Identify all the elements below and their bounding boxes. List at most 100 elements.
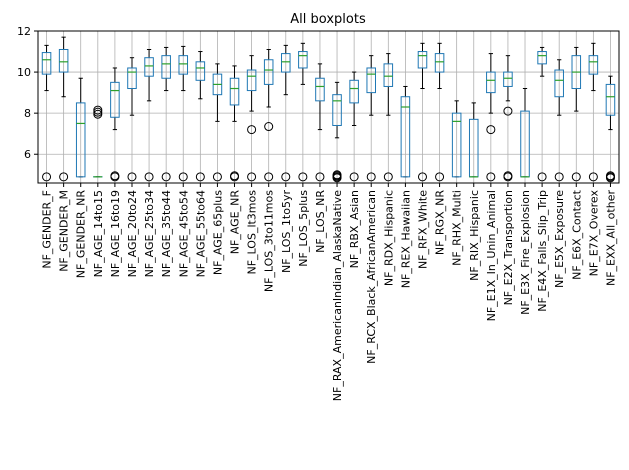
flier-22-0 <box>417 172 427 182</box>
box-33 <box>605 75 616 183</box>
box-body-20 <box>383 63 394 87</box>
box-body-21 <box>400 96 411 178</box>
x-tick-label-20: NF_RDX_Hispanic <box>382 190 395 286</box>
box-body-33 <box>605 83 616 116</box>
box-30 <box>554 59 564 182</box>
box-0 <box>41 44 52 182</box>
flier-5-0 <box>127 172 137 182</box>
flier-17-3 <box>332 170 342 180</box>
flier-3-2 <box>93 105 103 115</box>
box-body-8 <box>178 55 189 75</box>
flier-8-0 <box>178 172 188 182</box>
flier-4-1 <box>110 171 120 181</box>
box-28 <box>520 88 530 178</box>
flier-0-0 <box>42 172 52 182</box>
box-9 <box>195 51 206 182</box>
flier-13-1 <box>264 172 274 182</box>
flier-12-1 <box>247 172 257 182</box>
flier-20-0 <box>383 172 393 182</box>
boxes <box>41 36 616 183</box>
box-16 <box>315 63 325 182</box>
x-tick-label-14: NF_LOS_1to5yr <box>280 190 293 273</box>
flier-15-0 <box>298 172 308 182</box>
box-body-26 <box>486 71 496 94</box>
box-body-2 <box>75 102 86 178</box>
flier-26-0 <box>486 125 496 135</box>
y-tick-label-0: 6 <box>24 148 31 161</box>
box-body-32 <box>588 55 599 75</box>
x-tick-label-26: NF_E1X_In_Unin_Animal <box>485 190 498 321</box>
box-21 <box>400 85 411 178</box>
box-23 <box>434 42 445 182</box>
box-body-24 <box>451 112 462 178</box>
box-17 <box>332 81 342 183</box>
box-body-13 <box>263 59 274 85</box>
x-tick-label-12: NF_LOS_lt3mos <box>246 190 259 275</box>
flier-19-0 <box>366 172 376 182</box>
x-tick-label-7: NF_AGE_35to44 <box>160 190 173 277</box>
box-body-27 <box>503 71 513 87</box>
x-tick-label-23: NF_RGX_NR <box>434 190 447 255</box>
x-tick-label-1: NF_GENDER_M <box>58 190 71 272</box>
flier-30-0 <box>554 172 564 182</box>
box-body-11 <box>229 77 240 106</box>
y-tick-label-1: 8 <box>24 107 31 120</box>
flier-10-0 <box>212 172 222 182</box>
chart-title: All boxplots <box>290 12 366 27</box>
flier-11-1 <box>230 171 240 181</box>
flier-6-0 <box>144 172 154 182</box>
x-tick-label-17: NF_RAX_AmericanIndian_AlaskaNative <box>331 190 344 401</box>
flier-32-0 <box>588 172 598 182</box>
flier-13-0 <box>264 122 274 132</box>
flier-31-0 <box>571 172 581 182</box>
x-tick-label-19: NF_RCX_Black_AfricanAmerican <box>365 190 378 364</box>
box-31 <box>571 46 582 182</box>
box-3 <box>93 105 103 178</box>
box-body-30 <box>554 69 564 98</box>
x-tick-label-9: NF_AGE_55to64 <box>194 190 207 277</box>
flier-27-2 <box>503 171 513 181</box>
x-tick-label-16: NF_LOS_NR <box>314 190 327 253</box>
box-32 <box>588 42 599 182</box>
y-axis: 6 8 10 12 <box>17 25 38 161</box>
box-body-6 <box>144 57 154 77</box>
flier-14-0 <box>281 172 291 182</box>
x-tick-label-11: NF_AGE_NR <box>229 190 242 255</box>
box-15 <box>298 42 308 182</box>
flier-16-0 <box>315 172 325 182</box>
y-tick-label-2: 10 <box>17 66 31 79</box>
box-body-23 <box>434 53 445 73</box>
box-19 <box>366 55 376 182</box>
box-body-5 <box>127 67 137 90</box>
x-tick-label-29: NF_E4X_Falls_Slip_Trip <box>536 190 549 312</box>
box-body-12 <box>246 69 257 92</box>
box-13 <box>263 48 274 182</box>
x-tick-label-4: NF_AGE_16to19 <box>109 190 122 277</box>
x-tick-label-8: NF_AGE_45to54 <box>177 190 190 277</box>
x-tick-label-13: NF_LOS_3to11mos <box>263 190 276 292</box>
x-tick-label-2: NF_GENDER_NR <box>75 190 88 279</box>
flier-26-1 <box>486 172 496 182</box>
grid-lines <box>38 30 619 183</box>
x-tick-label-10: NF_AGE_65plus <box>211 190 224 275</box>
box-8 <box>178 45 189 182</box>
box-body-17 <box>332 94 342 126</box>
x-tick-label-27: NF_E2X_Transportion <box>502 190 515 305</box>
x-tick-label-18: NF_RBX_Asian <box>348 190 361 268</box>
box-body-15 <box>298 51 308 69</box>
x-tick-label-5: NF_AGE_20to24 <box>126 190 139 277</box>
x-tick-label-6: NF_AGE_25to34 <box>143 190 156 277</box>
box-body-0 <box>41 52 52 75</box>
x-tick-label-33: NF_EXX_All_other <box>604 190 617 286</box>
box-7 <box>161 46 171 182</box>
flier-33-2 <box>605 171 615 181</box>
box-2 <box>75 77 86 178</box>
flier-29-0 <box>537 172 547 182</box>
x-tick-label-3: NF_AGE_14to15 <box>92 190 105 277</box>
box-11 <box>229 65 240 182</box>
flier-12-0 <box>247 125 257 135</box>
x-tick-label-31: NF_E6X_Contact <box>570 189 583 280</box>
x-tick-label-22: NF_RFX_White <box>416 190 429 269</box>
box-body-1 <box>58 48 69 73</box>
